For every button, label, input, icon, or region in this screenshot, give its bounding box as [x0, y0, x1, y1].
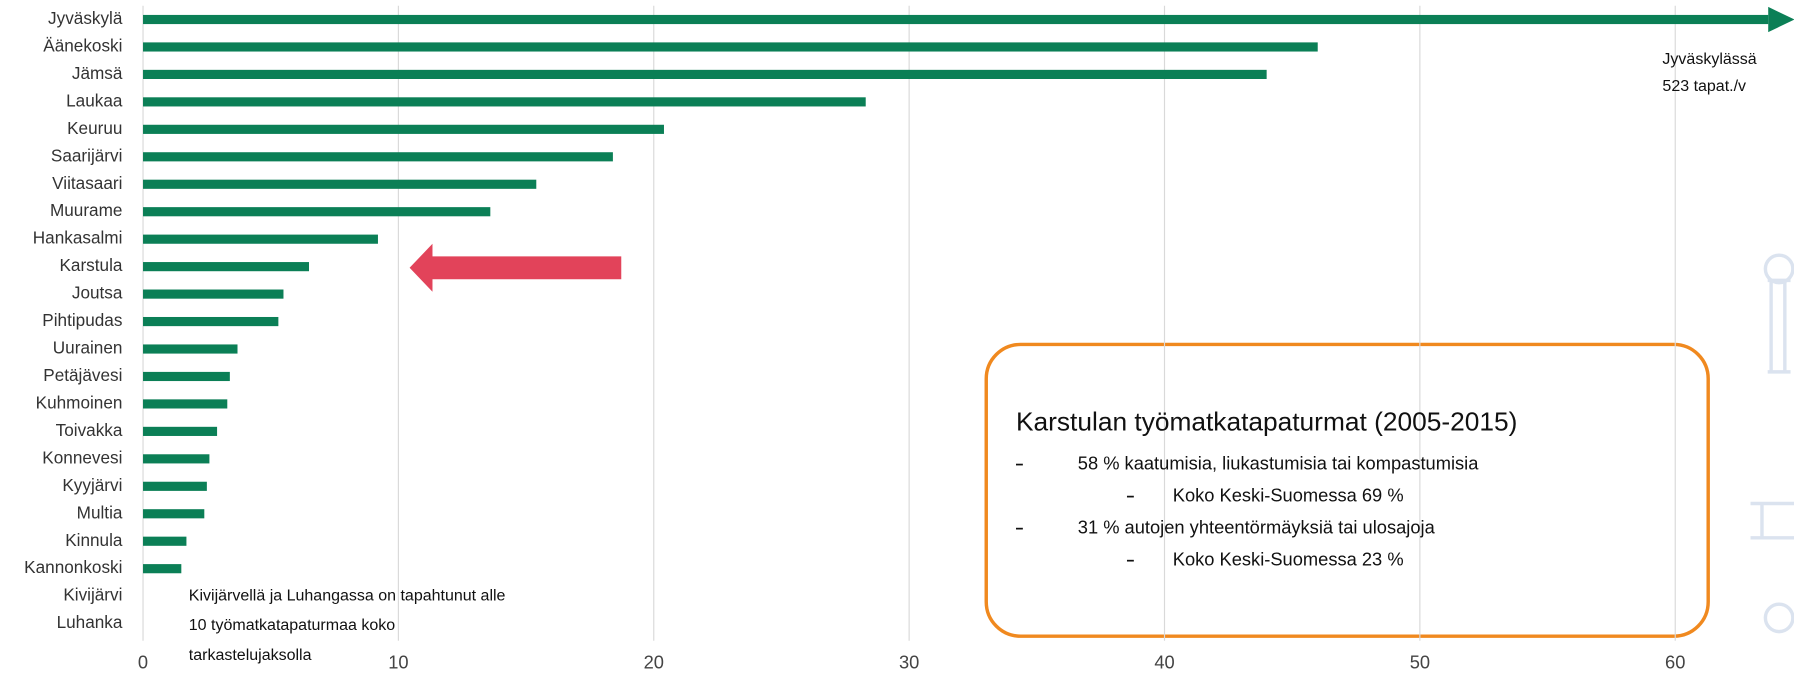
bar: [143, 344, 238, 354]
y-tick-label: Kannonkoski: [24, 557, 122, 577]
bar: [143, 426, 218, 436]
bar: [143, 481, 207, 491]
bar: [143, 42, 1318, 52]
x-tick-label: 60: [1665, 651, 1685, 672]
annotation: tarkastelujaksolla: [189, 647, 312, 664]
y-tick-label: Toivakka: [56, 420, 123, 440]
highlight-arrow: [409, 243, 622, 292]
y-tick-label: Viitasaari: [52, 173, 122, 193]
bar: [143, 399, 228, 409]
y-tick-label: Luhanka: [57, 612, 123, 632]
x-tick-label: 50: [1410, 651, 1430, 672]
info-box: [984, 342, 1710, 638]
x-tick-label: 20: [644, 651, 664, 672]
bar: [143, 289, 284, 299]
y-tick-label: Muurame: [50, 200, 122, 220]
box-subitem: Koko Keski-Suomessa 69 %: [1173, 484, 1404, 505]
overflow-arrow: [1768, 6, 1794, 33]
annotation: 10 työmatkatapaturmaa koko: [189, 617, 395, 634]
bar: [143, 179, 537, 189]
y-tick-label: Saarijärvi: [51, 145, 123, 165]
annotation: Jyväskylässä: [1662, 51, 1756, 68]
y-tick-label: Jyväskylä: [48, 8, 123, 28]
y-tick-label: Laukaa: [66, 90, 123, 110]
x-tick-label: 0: [138, 651, 148, 672]
y-tick-label: Kivijärvi: [63, 585, 122, 605]
bar: [143, 152, 613, 162]
bar: [143, 234, 378, 244]
bar: [143, 262, 310, 272]
x-tick-label: 40: [1154, 651, 1174, 672]
y-tick-label: Petäjävesi: [43, 365, 122, 385]
bar: [143, 564, 182, 574]
bar: [143, 371, 230, 382]
y-tick-label: Joutsa: [72, 283, 123, 303]
y-tick-label: Pihtipudas: [42, 310, 122, 330]
bar: [143, 207, 491, 217]
y-tick-label: Kinnula: [65, 530, 123, 550]
bar: [143, 124, 664, 134]
y-tick-label: Multia: [77, 502, 123, 522]
box-item: 31 % autojen yhteentörmäyksiä tai ulosaj…: [1078, 516, 1436, 537]
annotation: Kivijärvellä ja Luhangassa on tapahtunut…: [189, 587, 506, 604]
y-tick-label: Äänekoski: [43, 35, 122, 55]
y-tick-label: Kuhmoinen: [36, 392, 123, 412]
annotation: 523 tapat./v: [1662, 78, 1746, 95]
x-tick-label: 30: [899, 651, 919, 672]
y-tick-label: Jämsä: [72, 63, 123, 83]
bar: [143, 316, 279, 327]
x-tick-label: 10: [388, 651, 408, 672]
bar: [143, 536, 187, 546]
bar: [143, 509, 205, 519]
y-tick-label: Hankasalmi: [33, 228, 123, 248]
y-tick-label: Kyyjärvi: [62, 475, 122, 495]
box-title: Karstulan työmatkatapaturmat (2005-2015): [1016, 406, 1517, 436]
bar: [143, 69, 1267, 79]
box-item: 58 % kaatumisia, liukastumisia tai kompa…: [1078, 452, 1479, 473]
y-tick-label: Karstula: [59, 255, 122, 275]
y-tick-label: Uurainen: [53, 338, 123, 358]
decor: [1750, 253, 1794, 634]
y-tick-label: Konnevesi: [42, 447, 122, 467]
bar: [143, 14, 1769, 25]
bar: [143, 97, 866, 107]
bar: [143, 454, 210, 464]
box-subitem: Koko Keski-Suomessa 23 %: [1173, 549, 1404, 570]
y-tick-label: Keuruu: [67, 118, 122, 138]
